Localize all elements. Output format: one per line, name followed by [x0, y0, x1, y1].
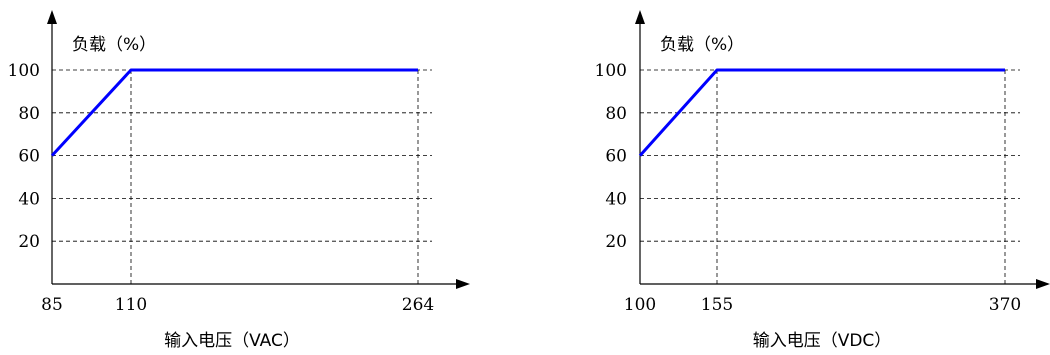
y-tick-label: 80: [605, 104, 627, 124]
grid-lines: [640, 70, 1020, 284]
chart-vac: 负载（%） 输入电压（VAC） 20 40 60 80 100 85 110 264: [8, 10, 470, 351]
y-tick-label: 60: [605, 147, 627, 167]
x-tick-label: 264: [402, 295, 434, 315]
y-tick-labels: 20 40 60 80 100: [8, 61, 40, 252]
x-tick-label: 85: [41, 295, 63, 315]
x-axis-arrow: [456, 279, 470, 289]
x-axis-label: 输入电压（VDC）: [753, 331, 892, 351]
y-axis-arrow: [47, 10, 57, 24]
y-axis-arrow: [635, 10, 645, 24]
y-tick-label: 60: [18, 147, 40, 167]
y-axis-label: 负载（%）: [660, 35, 744, 55]
x-tick-label: 110: [115, 295, 147, 315]
x-tick-labels: 85 110 264: [41, 295, 434, 315]
grid-lines: [52, 70, 432, 284]
y-tick-label: 80: [18, 104, 40, 124]
x-tick-label: 370: [989, 295, 1021, 315]
y-tick-label: 100: [8, 61, 40, 81]
x-axis-label: 输入电压（VAC）: [164, 331, 300, 351]
y-tick-labels: 20 40 60 80 100: [595, 61, 627, 252]
y-tick-label: 40: [18, 189, 40, 209]
y-tick-label: 40: [605, 189, 627, 209]
y-tick-label: 20: [605, 232, 627, 252]
y-tick-label: 20: [18, 232, 40, 252]
x-tick-label: 155: [701, 295, 733, 315]
x-tick-labels: 100 155 370: [624, 295, 1021, 315]
x-tick-label: 100: [624, 295, 656, 315]
y-axis-label: 负载（%）: [72, 35, 156, 55]
chart-vdc: 负载（%） 输入电压（VDC） 20 40 60 80 100 100 155 370: [595, 10, 1050, 351]
y-tick-label: 100: [595, 61, 627, 81]
x-axis-arrow: [1036, 279, 1050, 289]
